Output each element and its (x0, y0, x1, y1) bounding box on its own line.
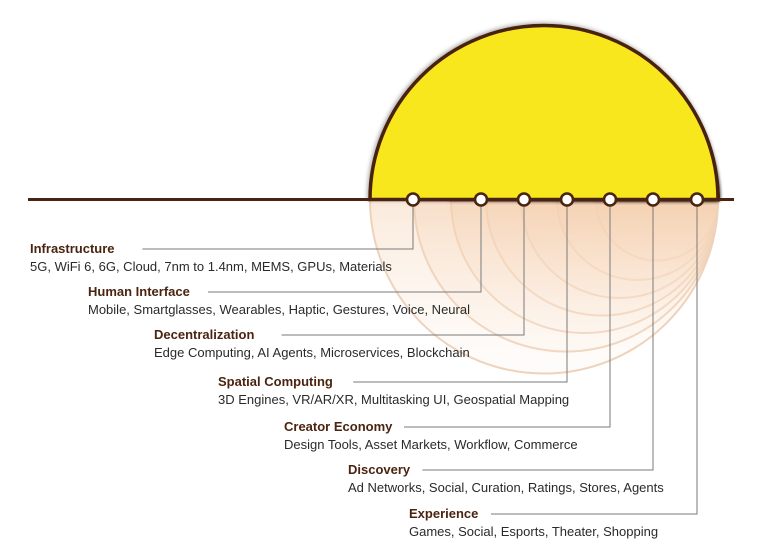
layer-title: Spatial Computing (218, 374, 333, 389)
leader-line (353, 199, 568, 383)
leader-line (142, 199, 414, 250)
leader-line (491, 199, 698, 515)
layer-description: Mobile, Smartglasses, Wearables, Haptic,… (88, 302, 470, 317)
layer-title: Creator Economy (284, 419, 393, 434)
layer-description: Games, Social, Esports, Theater, Shoppin… (409, 524, 659, 539)
layer-marker (645, 192, 661, 207)
leader-line (404, 199, 611, 428)
leader-line (422, 199, 654, 471)
layer-description: 5G, WiFi 6, 6G, Cloud, 7nm to 1.4nm, MEM… (30, 259, 392, 274)
layer-label: Experience Games, Social, Esports, Theate… (409, 506, 658, 540)
layer-label: Decentralization Edge Computing, AI Agent… (154, 327, 470, 361)
layer-title: Infrastructure (30, 241, 115, 256)
reflection (368, 198, 720, 375)
layer-marker (602, 192, 618, 207)
leader-line (281, 199, 525, 336)
leader-line (208, 199, 482, 293)
layer-description: Edge Computing, AI Agents, Microservices… (154, 345, 470, 360)
layer-label: Human Interface Mobile, Smartglasses, Wea… (88, 284, 470, 318)
layer-title: Discovery (348, 462, 411, 477)
layer-label: Infrastructure 5G, WiFi 6, 6G, Cloud, 7nm… (30, 241, 392, 275)
layer-title: Experience (409, 506, 479, 521)
layer-description: Ad Networks, Social, Curation, Ratings, … (348, 480, 664, 495)
leader-lines (142, 199, 698, 515)
layer-label: Creator Economy Design Tools, Asset Marke… (284, 419, 578, 453)
layer-description: 3D Engines, VR/AR/XR, Multitasking UI, G… (218, 392, 570, 407)
layer-title: Human Interface (88, 284, 190, 299)
arcs (368, 23, 720, 202)
layer-marker (516, 192, 532, 207)
layer-marker (473, 192, 489, 207)
layer-title: Decentralization (154, 327, 255, 342)
markers (405, 192, 705, 207)
layer-label: Spatial Computing 3D Engines, VR/AR/XR, M… (218, 374, 569, 408)
arc-1 (368, 23, 720, 202)
layer-marker (559, 192, 575, 207)
layer-label: Discovery Ad Networks, Social, Curation, … (348, 462, 664, 496)
layer-marker (689, 192, 705, 207)
reflection-arc (368, 198, 720, 375)
layer-description: Design Tools, Asset Markets, Workflow, C… (284, 437, 578, 452)
layer-marker (405, 192, 421, 207)
